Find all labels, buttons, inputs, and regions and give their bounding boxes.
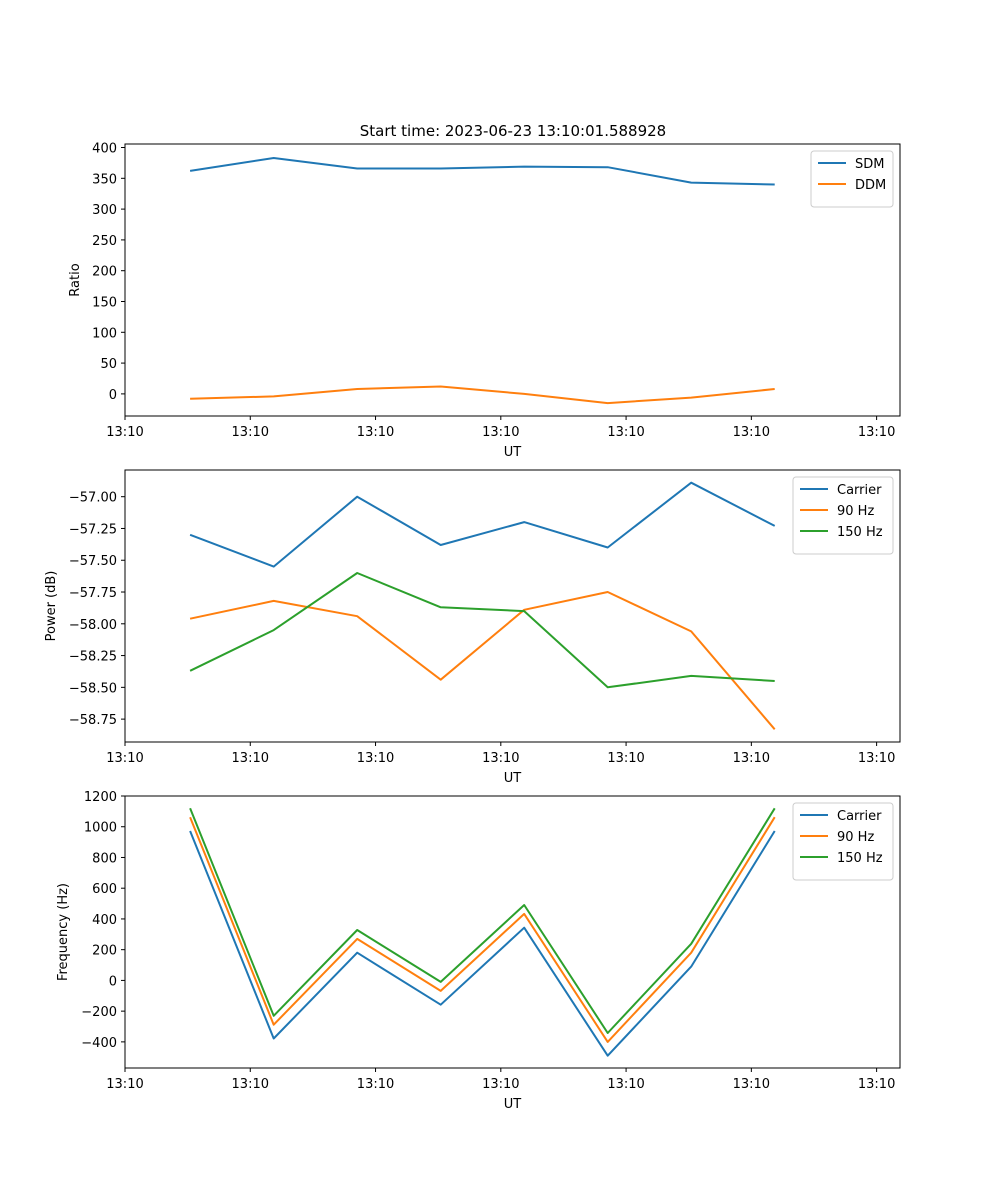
legend-label: Carrier: [837, 483, 882, 498]
y-tick-label: −57.50: [69, 554, 117, 569]
legend-label: 90 Hz: [837, 504, 874, 519]
x-tick-label: 13:10: [858, 425, 895, 440]
x-tick-label: 13:10: [607, 1077, 644, 1092]
y-tick-label: 200: [92, 944, 117, 959]
x-tick-label: 13:10: [232, 425, 269, 440]
legend-label: Carrier: [837, 809, 882, 824]
y-tick-label: 100: [92, 326, 117, 341]
y-tick-label: −58.00: [69, 618, 117, 633]
legend: Carrier 90 Hz 150 Hz: [792, 476, 894, 555]
figure-title: Start time: 2023-06-23 13:10:01.588928: [360, 122, 666, 140]
x-tick-label: 13:10: [357, 751, 394, 766]
axes-frame: [124, 143, 901, 417]
x-tick-label: 13:10: [232, 1077, 269, 1092]
y-tick-label: 1200: [84, 790, 117, 805]
x-tick-label: 13:10: [106, 751, 143, 766]
y-tick-label: −400: [81, 1036, 117, 1051]
legend-label: 90 Hz: [837, 830, 874, 845]
legend-frame: [792, 802, 894, 881]
y-tick-label: 0: [109, 388, 117, 403]
x-tick-label: 13:10: [733, 751, 770, 766]
axes-3: 13:10 13:10 13:10 13:10 13:10 13:10 13:10 −400 −…: [56, 790, 901, 1112]
x-tick-label: 13:10: [607, 751, 644, 766]
plots-container: 13:10 13:10 13:10 13:10 13:10 13:10 13:10 0 50 10…: [44, 142, 901, 1112]
y-tick-label: 50: [100, 357, 117, 372]
x-tick-label: 13:10: [357, 1077, 394, 1092]
y-tick-label: −200: [81, 1005, 117, 1020]
x-axis-label: UT: [504, 445, 522, 460]
y-axis-label: Power (dB): [44, 571, 59, 642]
y-tick-label: 300: [92, 203, 117, 218]
x-tick-label: 13:10: [733, 1077, 770, 1092]
x-tick-label: 13:10: [357, 425, 394, 440]
x-tick-label: 13:10: [232, 751, 269, 766]
axes-2: 13:10 13:10 13:10 13:10 13:10 13:10 13:10 −57.0…: [44, 469, 901, 786]
y-tick-label: −58.25: [69, 650, 117, 665]
y-tick-label: 1000: [84, 821, 117, 836]
x-tick-label: 13:10: [858, 1077, 895, 1092]
y-tick-label: 350: [92, 172, 117, 187]
y-tick-label: −58.50: [69, 681, 117, 696]
y-tick-label: −58.75: [69, 713, 117, 728]
y-tick-label: 250: [92, 234, 117, 249]
legend-label: 150 Hz: [837, 851, 883, 866]
x-tick-label: 13:10: [607, 425, 644, 440]
legend: Carrier 90 Hz 150 Hz: [792, 802, 894, 881]
series-line-90-hz: [189, 816, 776, 1043]
y-axis-label: Ratio: [68, 263, 83, 296]
legend-label: DDM: [855, 178, 886, 193]
legend: SDM DDM: [810, 150, 894, 208]
series-line-carrier: [189, 830, 776, 1057]
axes-frame: [124, 795, 901, 1069]
x-axis-label: UT: [504, 771, 522, 786]
y-tick-label: 200: [92, 265, 117, 280]
series-line-150-hz: [189, 572, 775, 689]
y-tick-label: −57.75: [69, 586, 117, 601]
y-tick-label: 150: [92, 295, 117, 310]
x-tick-label: 13:10: [482, 751, 519, 766]
x-tick-label: 13:10: [106, 425, 143, 440]
axes-1: 13:10 13:10 13:10 13:10 13:10 13:10 13:10 0 50 10…: [68, 142, 901, 460]
y-tick-label: 0: [109, 974, 117, 989]
y-tick-label: 600: [92, 882, 117, 897]
x-axis-label: UT: [504, 1097, 522, 1112]
x-tick-label: 13:10: [482, 425, 519, 440]
legend-label: SDM: [855, 157, 884, 172]
x-tick-label: 13:10: [482, 1077, 519, 1092]
series-line-ddm: [190, 385, 775, 405]
x-tick-label: 13:10: [106, 1077, 143, 1092]
series-line-90-hz: [189, 591, 776, 730]
y-tick-label: −57.25: [69, 522, 117, 537]
series-line-150-hz: [189, 807, 776, 1034]
y-tick-label: −57.00: [69, 491, 117, 506]
x-tick-label: 13:10: [858, 751, 895, 766]
legend-label: 150 Hz: [837, 525, 883, 540]
legend-frame: [810, 150, 894, 208]
y-tick-label: 800: [92, 851, 117, 866]
y-axis-label: Frequency (Hz): [56, 883, 71, 981]
axes-frame: [124, 469, 901, 743]
y-tick-label: 400: [92, 142, 117, 157]
legend-frame: [792, 476, 894, 555]
series-line-carrier: [189, 481, 776, 568]
x-tick-label: 13:10: [733, 425, 770, 440]
y-tick-label: 400: [92, 913, 117, 928]
series-line-sdm: [189, 157, 775, 186]
